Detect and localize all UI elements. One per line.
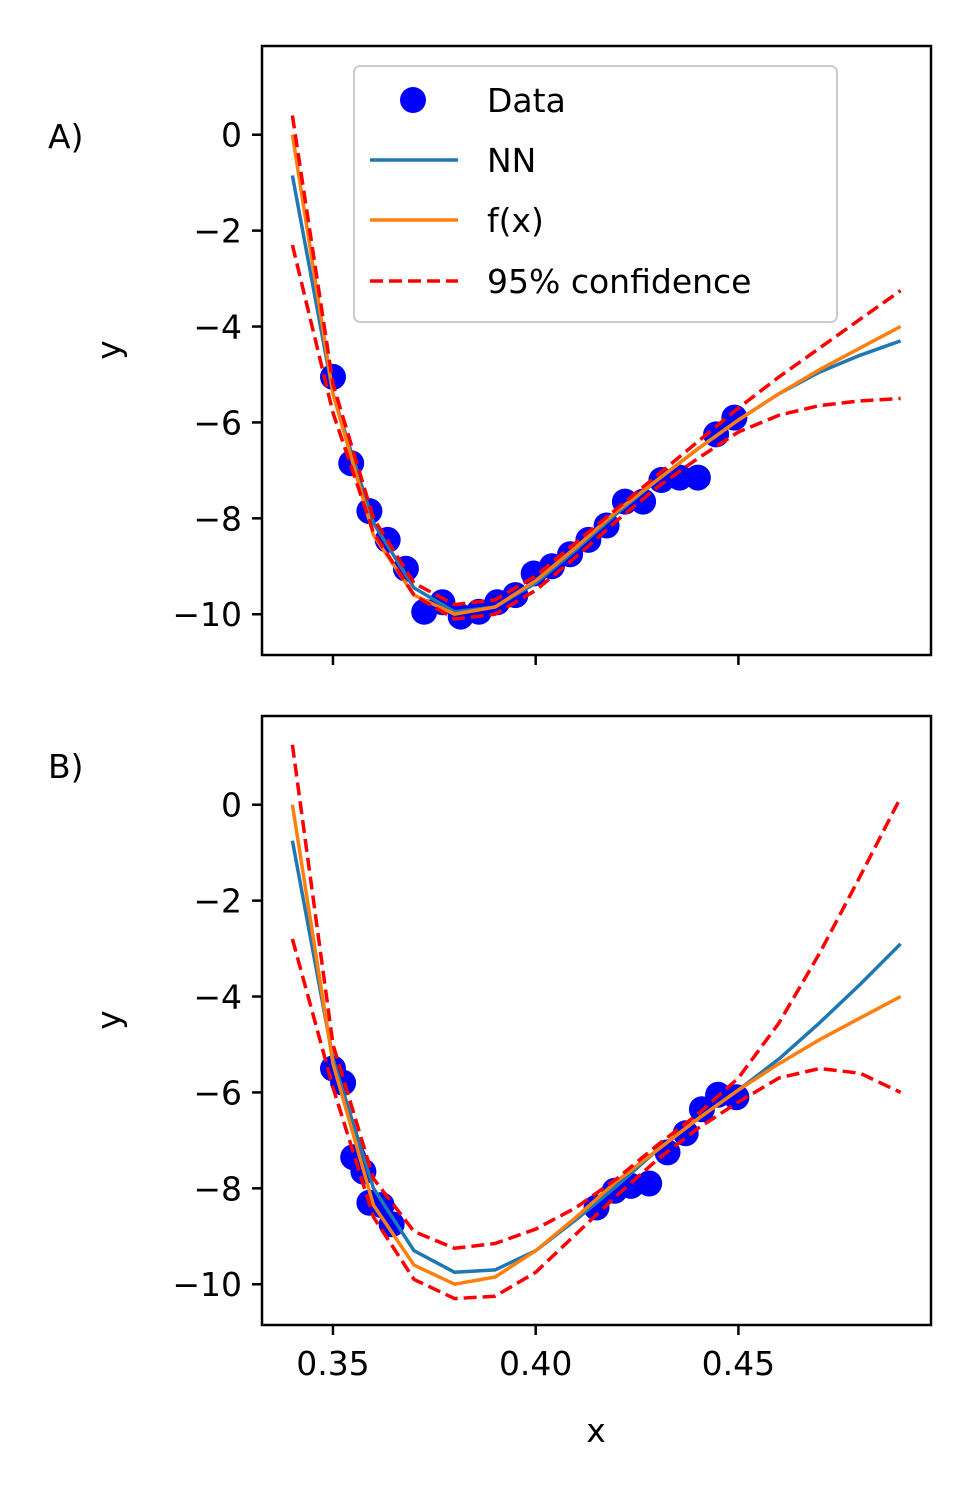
- legend-data-marker: [400, 87, 426, 113]
- panel-b-series-nn: [290, 840, 902, 1275]
- panel-b-plot-content: [290, 744, 903, 1301]
- panel-b-data-point: [672, 1120, 699, 1147]
- panel-b-data-point: [378, 1211, 405, 1238]
- panel-a-x-ticks: [331, 655, 740, 665]
- panel-b-y-tick-label: −10: [172, 1265, 242, 1304]
- panel-b-y-tick-label: −8: [193, 1169, 242, 1208]
- panel-a-plot-content: [290, 115, 902, 630]
- legend-label-confidence: 95% confidence: [487, 262, 751, 301]
- panel-b-frame: [260, 714, 933, 1327]
- panel-a-series-95-confidence-upper: [290, 115, 902, 607]
- panel-a: 0 −2 −4 −6 −8 −10 A) y Data NN f(x) 95% confi…: [48, 44, 933, 665]
- panel-a-y-axis-label: y: [89, 340, 128, 360]
- panel-a-y-tick-label: −4: [193, 308, 242, 347]
- panel-b-x-tick-label: 0.40: [499, 1344, 572, 1383]
- panel-b-y-tick-label: −4: [193, 978, 242, 1017]
- legend: Data NN f(x) 95% confidence: [353, 65, 838, 323]
- panel-b-data-point: [723, 1084, 750, 1111]
- legend-label-data: Data: [487, 81, 566, 120]
- panel-b-series-95-confidence-lower: [290, 938, 902, 1301]
- panel-b-y-ticks: 0 −2 −4 −6 −8 −10: [172, 786, 262, 1304]
- legend-label-fx: f(x): [487, 201, 544, 240]
- legend-box: [353, 65, 838, 323]
- panel-a-series-f-x: [290, 134, 902, 616]
- panel-b-x-tick-label: 0.35: [296, 1344, 369, 1383]
- panel-a-data-point: [666, 464, 693, 491]
- legend-label-nn: NN: [487, 141, 536, 180]
- panel-b-x-ticks: 0.35 0.40 0.45: [296, 1325, 775, 1383]
- panel-a-frame: [260, 44, 933, 657]
- panel-b-series-95-confidence-upper: [290, 744, 903, 1251]
- panel-b-y-tick-label: −2: [193, 882, 242, 921]
- panel-a-y-tick-label: −6: [193, 403, 242, 442]
- panel-b-y-tick-label: −6: [193, 1073, 242, 1112]
- panel-b: 0.35 0.40 0.45 0 −2 −4 −6 −8 −10 B) y x: [48, 714, 933, 1450]
- panel-b-series-group: [290, 744, 903, 1301]
- panel-a-label: A): [48, 117, 83, 156]
- panel-b-data-point: [583, 1194, 610, 1221]
- panel-a-data-point: [721, 404, 748, 431]
- panel-b-y-axis-label: y: [89, 1010, 128, 1030]
- panel-a-data-point: [684, 464, 711, 491]
- panel-b-label: B): [48, 747, 84, 786]
- panel-b-y-tick-label: 0: [221, 786, 242, 825]
- panel-a-series-group: [290, 115, 902, 630]
- panel-a-y-tick-label: 0: [221, 116, 242, 155]
- panel-a-y-ticks: 0 −2 −4 −6 −8 −10: [172, 116, 262, 634]
- panel-a-y-tick-label: −10: [172, 595, 242, 634]
- panel-b-x-tick-label: 0.45: [702, 1344, 775, 1383]
- panel-a-y-tick-label: −8: [193, 499, 242, 538]
- panel-b-x-axis-label: x: [586, 1411, 606, 1450]
- panel-b-series-f-x: [290, 804, 902, 1286]
- panel-b-data-point: [636, 1170, 663, 1197]
- panel-a-y-tick-label: −2: [193, 212, 242, 251]
